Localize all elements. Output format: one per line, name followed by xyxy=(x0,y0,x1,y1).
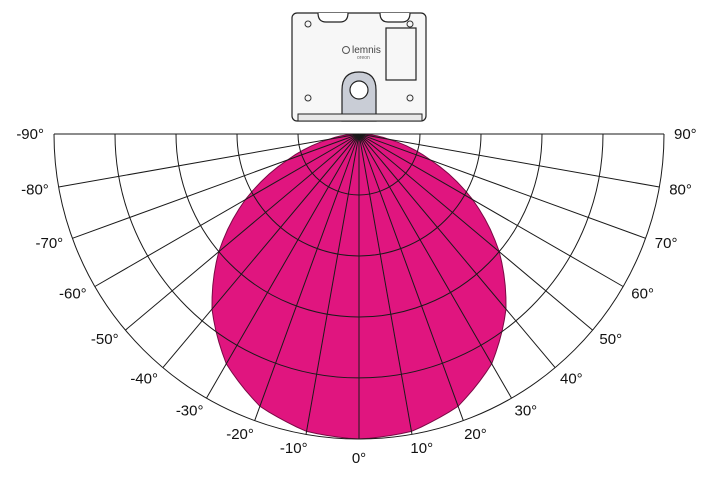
grid-spoke-neg50 xyxy=(125,133,360,331)
angle-label-neg20: -20° xyxy=(226,426,254,443)
angle-label-90: 90° xyxy=(674,126,697,143)
angle-label-40: 40° xyxy=(560,370,583,387)
polar-grid-spokes xyxy=(54,133,664,439)
angle-label-50: 50° xyxy=(599,331,622,348)
fixture-top-notch-left xyxy=(317,12,349,23)
fixture-screw-top-right xyxy=(406,20,414,28)
angle-label-neg80: -80° xyxy=(21,181,49,198)
grid-spoke-40 xyxy=(358,133,556,368)
grid-spoke-20 xyxy=(358,133,464,421)
grid-spoke-neg10 xyxy=(305,133,360,435)
grid-spoke-neg40 xyxy=(162,133,360,368)
fixture-screw-bottom-right xyxy=(406,94,414,102)
angle-label-0: 0° xyxy=(352,450,366,467)
luminaire-fixture-image: lemnis oreon xyxy=(291,12,427,122)
fixture-brand-subtext: oreon xyxy=(357,55,370,61)
angle-label-80: 80° xyxy=(669,181,692,198)
grid-spoke-70 xyxy=(358,133,646,239)
fixture-mount-hole xyxy=(349,80,369,100)
grid-spoke-80 xyxy=(358,133,660,188)
grid-spoke-10 xyxy=(358,133,413,435)
fixture-screw-bottom-left xyxy=(304,94,312,102)
angle-label-neg10: -10° xyxy=(280,440,308,457)
angle-label-neg60: -60° xyxy=(59,286,87,303)
angle-label-neg40: -40° xyxy=(130,370,158,387)
grid-spoke-neg30 xyxy=(206,133,360,399)
angle-tick-labels: -90° -80° -70° -60° -50° -40° -30° -20° -10° 0° 10… xyxy=(16,126,696,467)
fixture-brand-text: lemnis xyxy=(352,45,381,56)
grid-spoke-neg60 xyxy=(94,133,360,287)
angle-label-neg50: -50° xyxy=(91,331,119,348)
angle-label-60: 60° xyxy=(631,286,654,303)
angle-label-20: 20° xyxy=(464,426,487,443)
fixture-label-plate xyxy=(385,27,417,81)
grid-spoke-30 xyxy=(358,133,512,399)
grid-spoke-50 xyxy=(358,133,593,331)
lemnis-logo-icon xyxy=(342,46,350,54)
fixture-top-notch-right xyxy=(379,12,411,23)
grid-spoke-neg80 xyxy=(58,133,360,188)
fixture-base-strip xyxy=(297,113,423,122)
angle-label-30: 30° xyxy=(515,402,538,419)
angle-label-70: 70° xyxy=(655,235,678,252)
angle-label-neg30: -30° xyxy=(176,402,204,419)
angle-label-neg70: -70° xyxy=(36,235,64,252)
angle-label-10: 10° xyxy=(410,440,433,457)
grid-spoke-neg20 xyxy=(254,133,360,421)
grid-spoke-neg70 xyxy=(72,133,360,239)
grid-spoke-60 xyxy=(358,133,624,287)
fixture-screw-top-left xyxy=(304,20,312,28)
angle-label-neg90: -90° xyxy=(16,126,44,143)
